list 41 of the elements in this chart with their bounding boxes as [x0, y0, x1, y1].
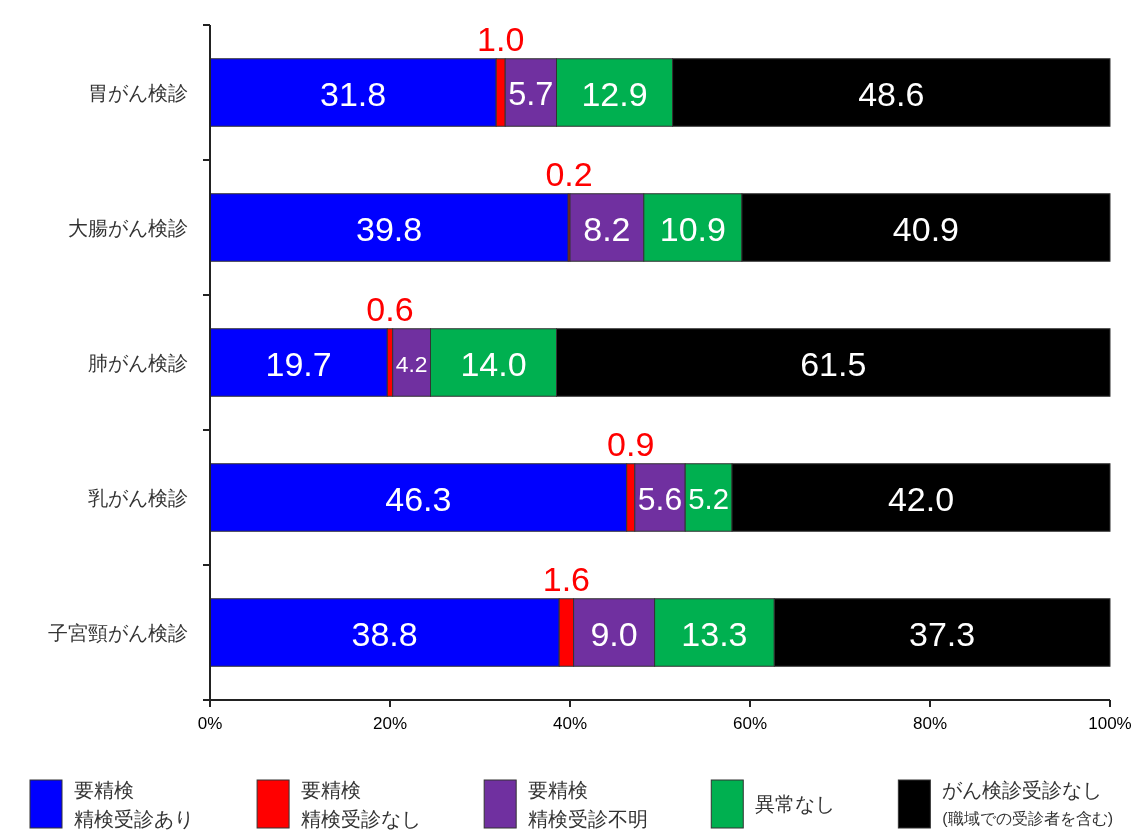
data-label: 8.2: [583, 209, 631, 248]
category-label: 胃がん検診: [88, 81, 188, 104]
data-label: 40.9: [892, 209, 960, 248]
data-label: 1.0: [477, 19, 525, 58]
category-label: 子宮頸がん検診: [48, 621, 188, 644]
data-label: 4.2: [395, 350, 428, 377]
data-label: 10.9: [659, 209, 726, 248]
data-label: 0.6: [366, 289, 414, 328]
tick-label: 20%: [373, 714, 407, 733]
legend-label: 要精検精検受診不明: [528, 778, 649, 830]
data-label: 5.6: [637, 480, 683, 517]
data-label: 61.5: [800, 344, 867, 383]
category-label: 肺がん検診: [88, 351, 188, 374]
data-label: 48.6: [858, 74, 925, 113]
data-label: 13.3: [681, 614, 748, 653]
data-label: 5.2: [688, 482, 729, 515]
data-label: 14.0: [460, 344, 527, 383]
data-label: 38.8: [351, 614, 418, 653]
data-label: 9.0: [590, 614, 638, 653]
data-label: 39.8: [356, 209, 423, 248]
legend-label: 要精検精検受診なし: [301, 778, 422, 830]
data-label: 19.7: [265, 344, 332, 383]
data-label: 0.2: [545, 154, 593, 193]
legend-label: 異常なし: [755, 793, 836, 815]
tick-label: 40%: [553, 714, 587, 733]
data-label: 0.9: [607, 424, 655, 463]
data-label: 42.0: [887, 479, 955, 518]
data-label: 37.3: [909, 614, 976, 653]
legend-label: 要精検精検受診あり: [74, 778, 194, 830]
category-label: 乳がん検診: [88, 486, 188, 509]
data-label: 46.3: [385, 479, 452, 518]
legend-label: がん検診受診なし(職域での受診者を含む): [942, 778, 1113, 827]
tick-label: 0%: [197, 714, 223, 733]
data-label: 5.7: [508, 75, 554, 112]
tick-label: 100%: [1088, 714, 1132, 733]
tick-label: 60%: [733, 714, 767, 733]
tick-label: 80%: [913, 714, 947, 733]
data-label: 12.9: [581, 74, 648, 113]
data-label: 1.6: [542, 559, 591, 598]
data-label: 31.8: [320, 74, 387, 113]
category-label: 大腸がん検診: [68, 216, 188, 239]
